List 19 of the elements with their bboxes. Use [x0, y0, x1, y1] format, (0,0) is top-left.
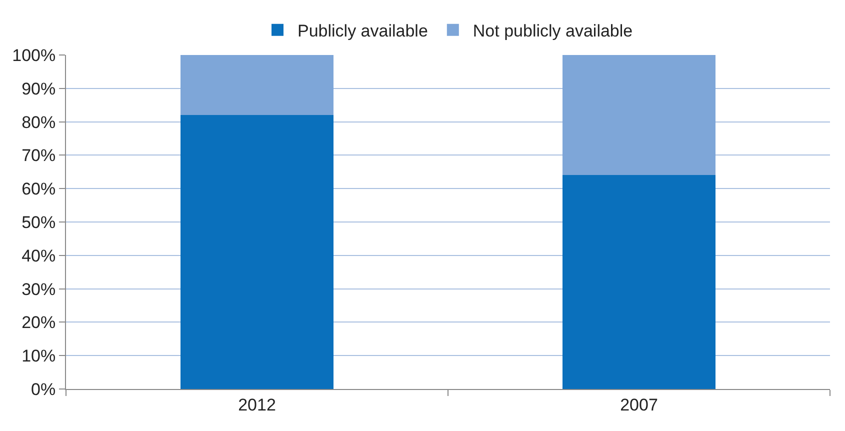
legend-label: Not publicly available [472, 22, 633, 40]
bar [180, 115, 334, 389]
y-tick-label: 60% [22, 180, 56, 199]
x-tick-label: 2007 [620, 395, 658, 414]
bar [562, 175, 716, 389]
legend-label: Publicly available [298, 22, 428, 40]
y-tick-label: 80% [22, 112, 56, 132]
x-tick-label: 2012 [238, 395, 276, 414]
y-tick-label: 90% [22, 79, 56, 98]
y-tick-label: 30% [22, 280, 56, 299]
bar [180, 55, 334, 116]
y-tick-label: 100% [12, 46, 56, 65]
y-tick-label: 40% [22, 246, 56, 266]
bar [562, 55, 716, 176]
y-tick-label: 0% [31, 380, 56, 399]
y-tick-label: 70% [22, 146, 56, 166]
y-tick-label: 10% [22, 346, 56, 366]
y-tick-label: 50% [22, 212, 56, 232]
y-tick-label: 20% [22, 313, 56, 332]
